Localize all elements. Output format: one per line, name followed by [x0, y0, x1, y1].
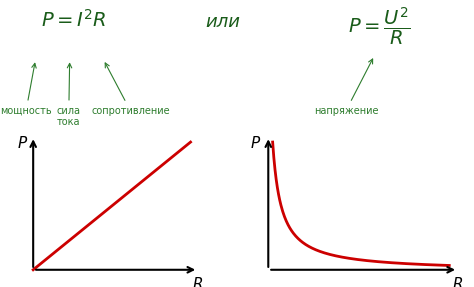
Text: P: P	[251, 136, 260, 151]
Text: сопротивление: сопротивление	[91, 63, 170, 116]
Text: $\mathit{P = I^2R}$: $\mathit{P = I^2R}$	[41, 9, 106, 31]
Text: напряжение: напряжение	[314, 59, 378, 116]
Text: мощность: мощность	[0, 63, 52, 116]
Text: R: R	[193, 277, 203, 287]
Text: R: R	[453, 277, 463, 287]
Text: P: P	[17, 136, 27, 151]
Text: сила
тока: сила тока	[57, 63, 81, 127]
Text: $\mathit{P = \dfrac{U^2}{R}}$: $\mathit{P = \dfrac{U^2}{R}}$	[348, 5, 410, 47]
Text: или: или	[205, 13, 240, 31]
